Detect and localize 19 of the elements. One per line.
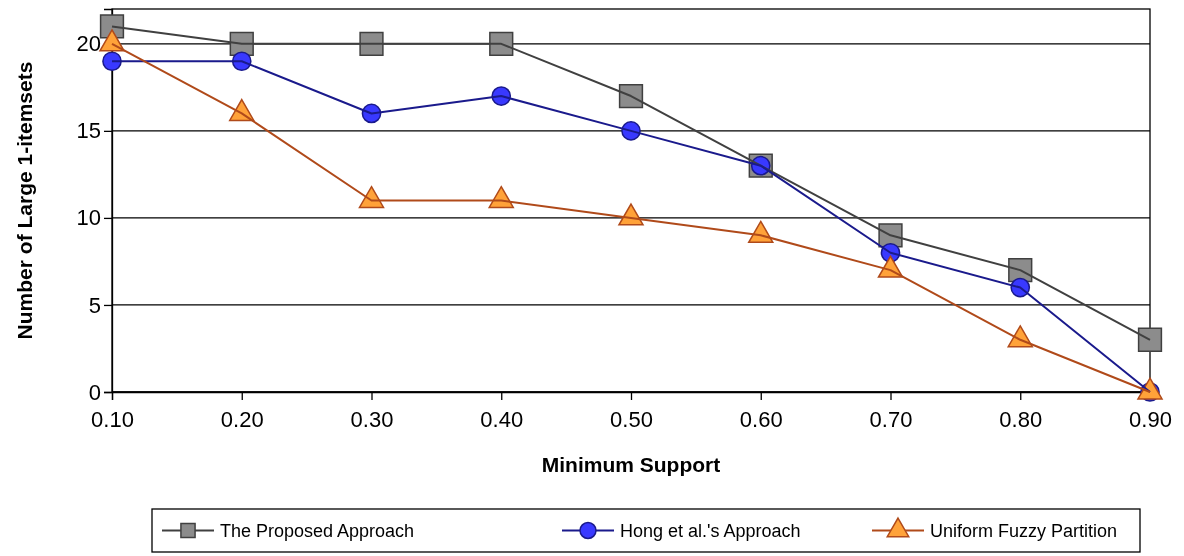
- x-tick-label: 0.50: [610, 407, 653, 433]
- x-tick-label: 0.70: [869, 407, 913, 433]
- y-tick-label: 20: [76, 31, 101, 57]
- x-tick-label: 0.20: [220, 407, 264, 433]
- x-tick-label: 0.90: [1129, 407, 1172, 433]
- y-tick-label: 5: [88, 292, 101, 318]
- legend-label: Hong et al.'s Approach: [620, 520, 801, 541]
- x-tick-label: 0.80: [999, 407, 1043, 433]
- y-axis-title: Number of Large 1-itemsets: [13, 61, 36, 340]
- y-tick-label: 0: [88, 379, 101, 405]
- x-axis-title: Minimum Support: [541, 453, 721, 476]
- y-tick-label: 15: [76, 118, 101, 144]
- y-tick-label: 10: [76, 205, 101, 231]
- legend-label: Uniform Fuzzy Partition: [930, 520, 1118, 541]
- x-tick-label: 0.30: [350, 407, 394, 433]
- legend-label: The Proposed Approach: [220, 520, 415, 541]
- x-tick-label: 0.40: [480, 407, 524, 433]
- x-tick-label: 0.10: [91, 407, 134, 433]
- x-tick-label: 0.60: [739, 407, 783, 433]
